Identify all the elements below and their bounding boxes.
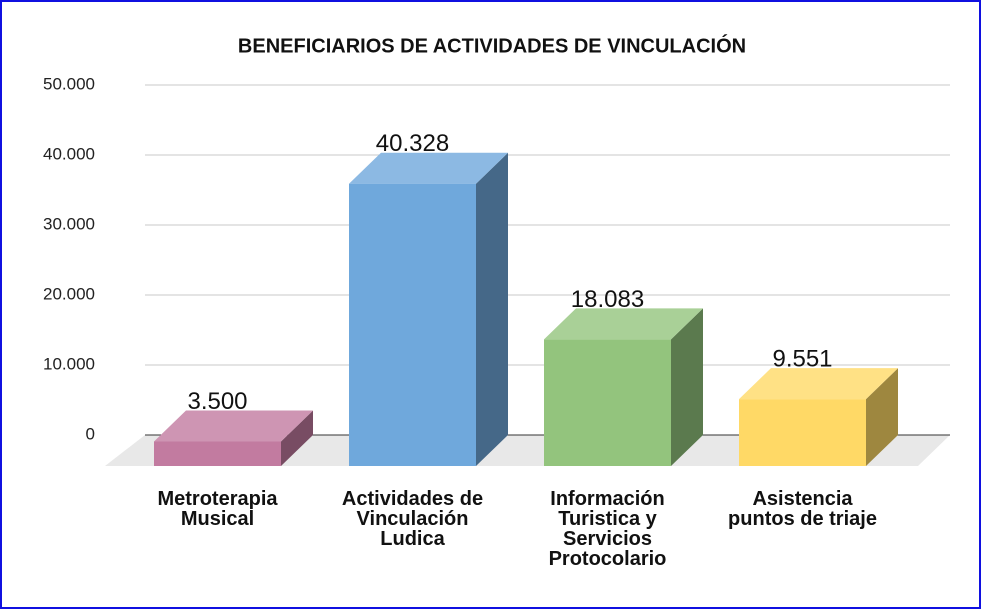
x-tick-label: Actividades de Vinculación Ludica [341, 488, 484, 550]
y-tick-label: 0 [86, 424, 95, 443]
y-tick-label: 10.000 [43, 354, 95, 373]
data-label: 18.083 [571, 286, 644, 313]
y-tick-label: 30.000 [43, 214, 95, 233]
x-tick-label: Información Turistica y Servicios Protoc… [548, 488, 667, 570]
bar-top [544, 308, 703, 340]
y-tick-label: 20.000 [43, 284, 95, 303]
bar-side [281, 410, 313, 466]
bar [544, 339, 671, 466]
bar [154, 441, 281, 466]
bar-top [739, 368, 898, 400]
bar-top [349, 152, 508, 184]
floor [105, 435, 950, 466]
data-label: 40.328 [376, 130, 449, 157]
bar [349, 183, 476, 467]
x-tick-label: Asistencia puntos de triaje [728, 488, 877, 530]
bar [739, 399, 866, 466]
bar-side [866, 368, 898, 466]
bar-side [671, 308, 703, 466]
bar-side [476, 152, 508, 467]
x-tick-label: Metroterapia Musical [157, 488, 278, 530]
y-tick-label: 50.000 [43, 74, 95, 93]
chart-title: BENEFICIARIOS DE ACTIVIDADES DE VINCULAC… [238, 33, 746, 57]
data-label: 9.551 [772, 345, 832, 372]
y-tick-label: 40.000 [43, 144, 95, 163]
data-label: 3.500 [187, 388, 247, 415]
bar-top [154, 410, 313, 442]
